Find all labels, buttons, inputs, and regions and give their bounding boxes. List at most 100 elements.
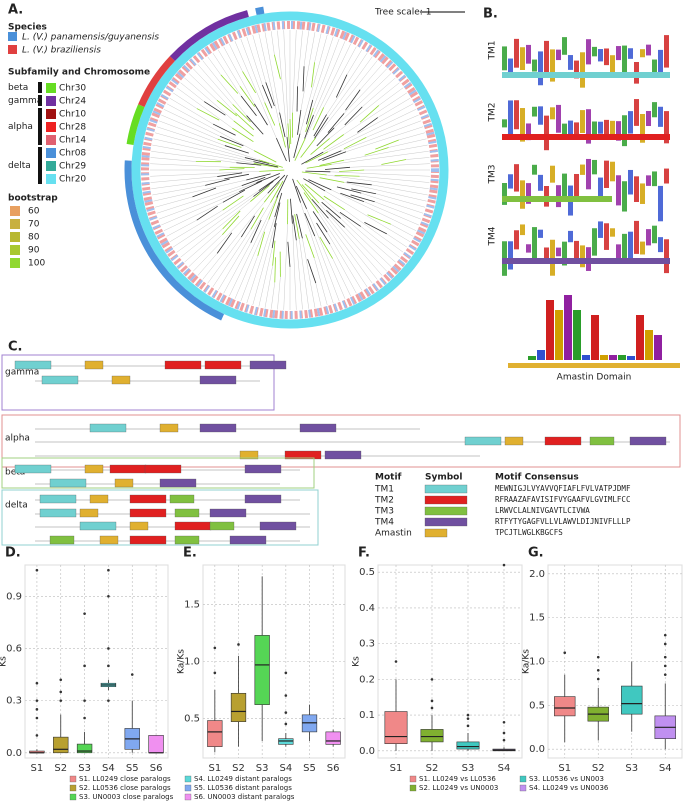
branch bbox=[169, 98, 214, 125]
logo-letter bbox=[646, 44, 651, 56]
branch-inner bbox=[268, 196, 279, 220]
logo-letter bbox=[528, 356, 536, 360]
outlier bbox=[663, 673, 667, 676]
logo-letter bbox=[544, 247, 549, 261]
branch bbox=[212, 229, 252, 287]
outlier bbox=[83, 612, 86, 615]
logo-letter bbox=[550, 165, 555, 183]
label: Chr29 bbox=[59, 162, 86, 172]
branch bbox=[359, 64, 383, 90]
branch bbox=[169, 210, 223, 242]
branch-inner bbox=[239, 180, 263, 193]
label: 0.1 bbox=[359, 710, 375, 721]
logo-letter bbox=[514, 100, 519, 130]
legend-swatch bbox=[519, 784, 527, 792]
chr-arc bbox=[126, 104, 145, 146]
motif-box bbox=[209, 508, 247, 518]
branch bbox=[344, 182, 427, 202]
branch-inner bbox=[250, 207, 264, 230]
label: 1.5 bbox=[529, 613, 545, 624]
bootstrap-swatch bbox=[10, 258, 20, 268]
logo-letter bbox=[634, 220, 639, 254]
logo-letter bbox=[610, 120, 615, 139]
group-frame bbox=[1, 354, 275, 411]
bootstrap-swatch bbox=[10, 219, 20, 229]
branch-inner bbox=[258, 159, 283, 168]
label: Ks bbox=[0, 656, 9, 667]
label: TPCJTLWGLKBGCFS bbox=[495, 528, 563, 537]
branch-inner bbox=[304, 114, 314, 139]
label: 0.4 bbox=[359, 603, 375, 614]
chr-swatch bbox=[46, 83, 56, 93]
motif-box bbox=[129, 494, 167, 504]
logo-letter bbox=[520, 224, 525, 236]
branch bbox=[398, 132, 426, 141]
legend-swatch bbox=[184, 775, 192, 783]
label: S1 bbox=[390, 763, 403, 774]
chr-swatch bbox=[46, 109, 56, 119]
box bbox=[621, 685, 643, 715]
branch bbox=[346, 49, 362, 75]
logo-letter bbox=[616, 46, 621, 61]
logo-letter bbox=[555, 310, 563, 360]
label: 0.3 bbox=[6, 696, 22, 707]
label: D. bbox=[5, 546, 21, 561]
outlier bbox=[59, 678, 63, 682]
logo-letter bbox=[562, 241, 567, 266]
branch bbox=[331, 150, 429, 165]
branch bbox=[330, 171, 430, 177]
label: S4 bbox=[102, 763, 115, 774]
branch bbox=[234, 41, 277, 139]
branch bbox=[180, 82, 205, 102]
label: Motif bbox=[375, 473, 402, 483]
outer-ring bbox=[131, 11, 449, 329]
motif-box bbox=[244, 464, 282, 474]
motif-box bbox=[159, 478, 197, 488]
branch bbox=[207, 236, 242, 284]
branch bbox=[277, 30, 288, 137]
logo-letter bbox=[546, 300, 554, 360]
label: TM2 bbox=[374, 496, 394, 506]
branch bbox=[329, 82, 400, 139]
branch-inner bbox=[294, 137, 306, 161]
outlier bbox=[59, 699, 63, 702]
branch bbox=[271, 282, 275, 309]
branch-inner bbox=[319, 159, 345, 166]
box bbox=[76, 743, 93, 754]
motif-box bbox=[239, 450, 259, 460]
branch-inner bbox=[301, 184, 320, 204]
branch bbox=[163, 109, 221, 137]
branch bbox=[283, 224, 288, 310]
branch bbox=[173, 190, 259, 248]
outlier bbox=[502, 738, 506, 742]
symbol bbox=[424, 495, 468, 505]
branch-inner bbox=[311, 199, 329, 219]
outlier bbox=[430, 706, 434, 710]
branch-inner bbox=[345, 89, 361, 111]
motif-box bbox=[49, 478, 87, 488]
label: Chr08 bbox=[59, 149, 86, 159]
branch-inner bbox=[314, 117, 329, 139]
box bbox=[420, 729, 444, 743]
motif-box bbox=[39, 494, 77, 504]
logo-letter bbox=[508, 174, 513, 189]
logo-letter bbox=[502, 183, 507, 205]
logo-letter bbox=[622, 233, 627, 264]
outlier bbox=[466, 713, 470, 717]
logo-letter bbox=[616, 175, 621, 206]
branch-inner bbox=[344, 106, 363, 126]
branch bbox=[153, 138, 254, 162]
branch bbox=[270, 31, 275, 55]
label: gamma bbox=[5, 368, 39, 378]
logo-letter bbox=[544, 40, 549, 75]
motif-box bbox=[199, 375, 237, 385]
branch-inner bbox=[289, 119, 292, 145]
branch bbox=[329, 244, 357, 294]
motif-box bbox=[111, 375, 131, 385]
logo-letter bbox=[502, 46, 507, 71]
logo-letter bbox=[580, 52, 585, 88]
branch-inner bbox=[381, 159, 407, 165]
logo-letter bbox=[610, 228, 615, 237]
outlier bbox=[107, 699, 110, 702]
subfamily-bar bbox=[38, 95, 42, 106]
